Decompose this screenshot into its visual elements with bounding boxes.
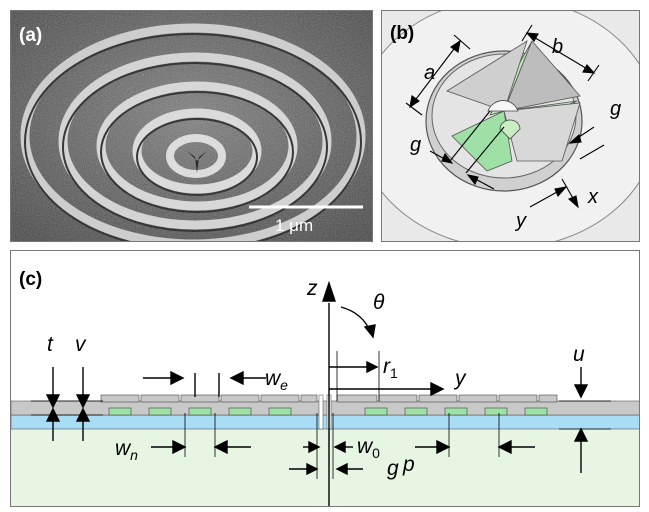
r1-label: r1 [383,355,398,381]
y-axis-label: y [453,367,467,390]
panel-c-label: (c) [19,269,42,290]
panel-a-label: (a) [19,25,42,46]
spiral-micrograph: (a) 1 μm [11,11,372,241]
panel-a-sem-image: (a) 1 μm [10,10,373,242]
scale-bar-label: 1 μm [275,216,313,235]
panel-c-cross-section: (c) z θ y t v u p g we r1 wn w0 [10,250,640,507]
dielectric-layer [11,414,639,430]
aperture-schematic: (b) a b g g x y [382,11,639,241]
slot-bottom [451,110,513,172]
w-e-label: we [265,367,288,393]
ridges [100,394,558,403]
v-label: v [75,333,87,356]
cross-section-diagram: (c) z θ y t v u p g we r1 wn w0 [11,269,639,506]
groove-fills [108,407,548,416]
y-arrow [430,381,445,397]
dim-g-right-label: g [610,98,621,120]
substrate-layer [11,429,639,506]
panel-b-aperture-schematic: (b) a b g g x y [381,10,640,242]
w-n-label: wn [115,437,138,463]
g-label: g [387,457,399,480]
z-axis-label: z [306,277,318,300]
panel-b-label: (b) [390,23,414,44]
u-label: u [573,343,585,366]
theta-label: θ [373,291,385,314]
z-arrow [322,280,336,302]
w-0-label: w0 [357,435,380,461]
center-slit [318,394,324,430]
dim-b-label: b [552,36,563,58]
dim-y-label: y [514,210,527,232]
p-label: p [402,453,415,476]
t-label: t [47,333,54,356]
dim-x-label: x [587,186,599,208]
center-disc [487,100,519,112]
dim-a-label: a [424,62,435,84]
dim-g-left-label: g [410,134,421,156]
